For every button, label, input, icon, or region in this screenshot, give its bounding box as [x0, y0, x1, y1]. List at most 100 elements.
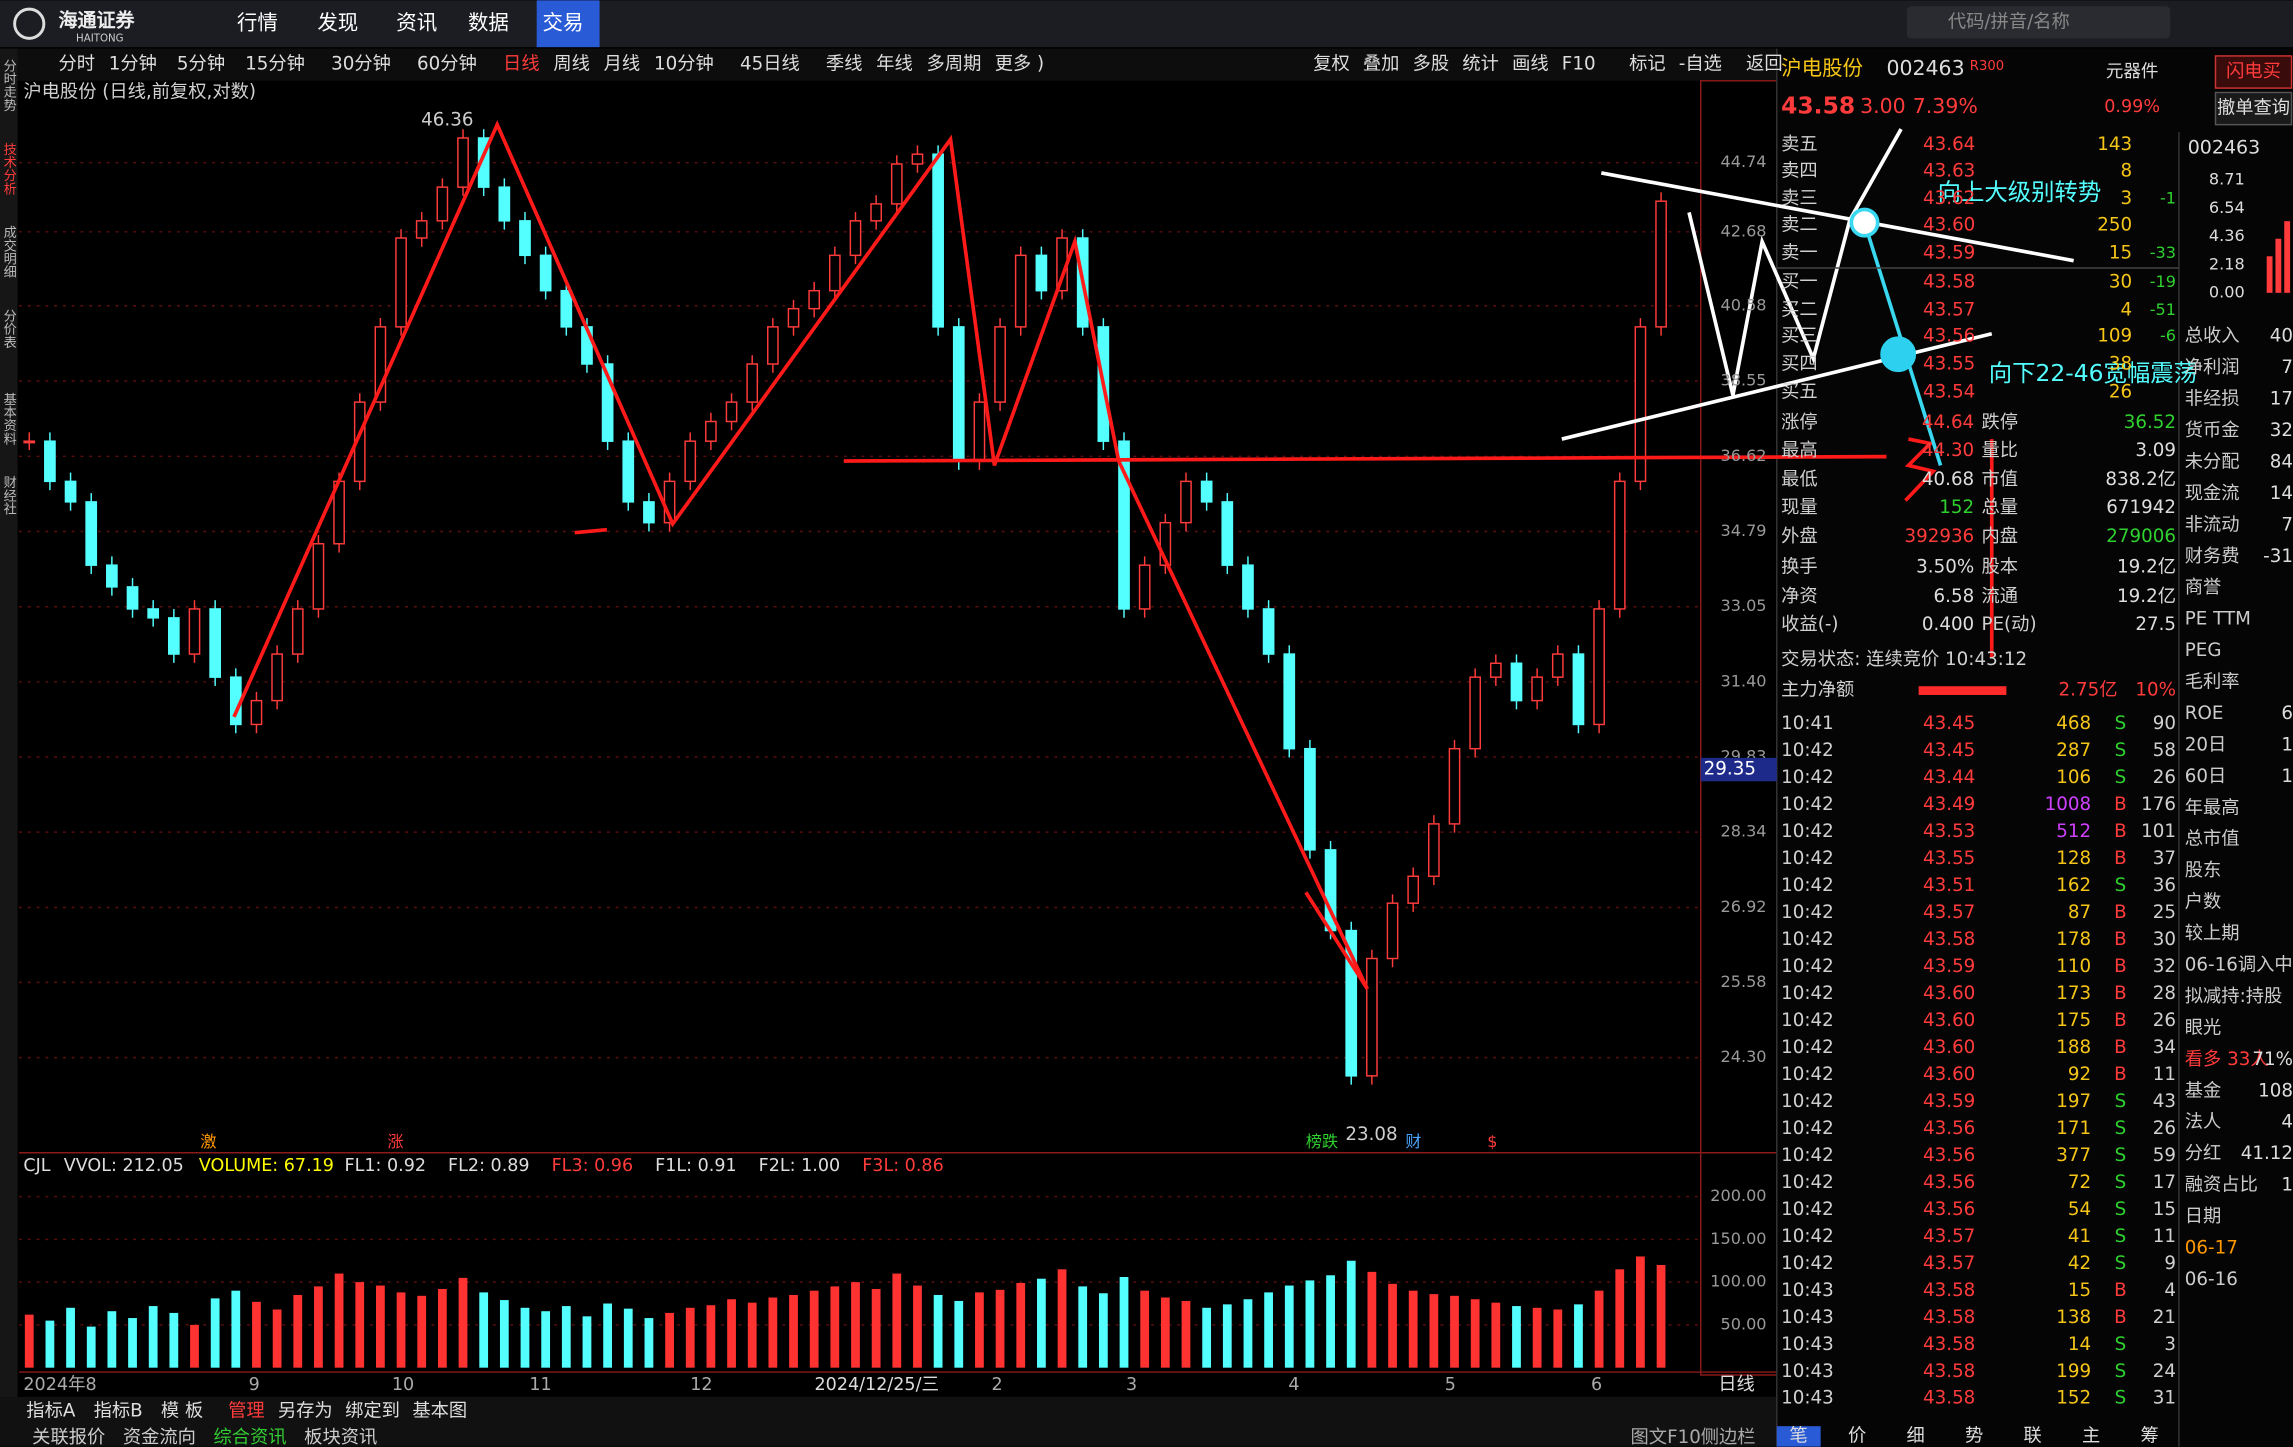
- info-tab[interactable]: 板块资讯: [304, 1427, 377, 1447]
- period-tab[interactable]: 30分钟: [331, 54, 391, 75]
- period-tab[interactable]: 分时: [58, 54, 95, 75]
- candle: [973, 401, 986, 462]
- detail-tab[interactable]: 细: [1907, 1425, 1925, 1446]
- candle: [1428, 823, 1440, 877]
- side-tab[interactable]: 分时走势: [1, 58, 17, 112]
- stock-code: 002463: [1886, 56, 1964, 80]
- indicator-tab[interactable]: 基本图: [412, 1401, 467, 1422]
- volume-bar: [499, 1300, 509, 1368]
- tool-button[interactable]: 返回: [1746, 54, 1783, 75]
- trade-price: 43.49: [1923, 794, 1975, 815]
- detail-tab[interactable]: 主: [2082, 1425, 2100, 1446]
- tool-button[interactable]: 复权: [1313, 54, 1350, 75]
- period-tab[interactable]: 日线: [503, 54, 540, 75]
- x-tick-label: 5: [1445, 1375, 1456, 1395]
- search-box[interactable]: [1906, 6, 2171, 39]
- indicator-tab[interactable]: 管理: [228, 1401, 265, 1422]
- candle: [23, 440, 36, 444]
- indicator-tab[interactable]: 指标B: [94, 1401, 143, 1422]
- volume-bar: [541, 1311, 551, 1368]
- indicator-tab[interactable]: 指标A: [26, 1401, 76, 1422]
- candle: [539, 254, 552, 292]
- period-tab[interactable]: 10分钟: [654, 54, 714, 75]
- period-tab[interactable]: 年线: [876, 54, 913, 75]
- side-tab[interactable]: 技术分析: [1, 142, 17, 195]
- volume-bar: [479, 1292, 489, 1368]
- info-tab[interactable]: 综合资讯: [214, 1427, 287, 1447]
- side-item: 拟减持:持股: [2185, 986, 2282, 1007]
- indicator-tab[interactable]: 另存为: [278, 1401, 333, 1422]
- candle: [1366, 957, 1378, 1077]
- volume-bar: [86, 1326, 96, 1368]
- candle: [1159, 521, 1172, 566]
- active-tab[interactable]: [536, 0, 600, 48]
- side-tab[interactable]: 基本资料: [1, 392, 17, 445]
- tool-button[interactable]: 画线: [1512, 54, 1549, 75]
- drawn-mark: [1304, 891, 1369, 990]
- period-tab[interactable]: 60分钟: [417, 54, 477, 75]
- indicator-tab[interactable]: 绑定到: [345, 1401, 400, 1422]
- trade-count: 26: [2153, 1010, 2176, 1031]
- book-price: 43.64: [1923, 134, 1975, 155]
- tool-button[interactable]: 统计: [1462, 54, 1499, 75]
- period-tab[interactable]: 更多 ): [995, 54, 1044, 75]
- event-marker: 榜跌: [1306, 1132, 1338, 1151]
- side-tab[interactable]: 财经社: [1, 475, 17, 515]
- button-bg[interactable]: [2214, 91, 2293, 126]
- cancel-button[interactable]: 撤单查询: [2217, 98, 2290, 119]
- period-tab[interactable]: 周线: [553, 54, 590, 75]
- stat-value: 671942: [2106, 497, 2176, 518]
- flash-buy-button[interactable]: 闪电买: [2226, 61, 2281, 82]
- period-tab[interactable]: 5分钟: [177, 54, 225, 75]
- period-tab[interactable]: 15分钟: [245, 54, 305, 75]
- nav-item[interactable]: 发现: [317, 11, 358, 35]
- detail-tab[interactable]: 价: [1848, 1425, 1866, 1446]
- trade-price: 43.58: [1923, 1388, 1975, 1409]
- tool-button[interactable]: 标记: [1629, 54, 1666, 75]
- trade-count: 58: [2153, 740, 2176, 761]
- nav-item[interactable]: 行情: [237, 11, 278, 35]
- period-tab[interactable]: 1分钟: [109, 54, 157, 75]
- period-tab[interactable]: 季线: [826, 54, 863, 75]
- trade-volume: 287: [2056, 740, 2091, 761]
- candle: [147, 608, 160, 619]
- detail-tab[interactable]: 联: [2024, 1425, 2042, 1446]
- f10-tab[interactable]: 图文F10: [1631, 1427, 1701, 1447]
- volume-bar: [1594, 1290, 1604, 1368]
- nav-item[interactable]: 交易: [543, 11, 584, 35]
- tool-button[interactable]: 多股: [1413, 54, 1450, 75]
- tool-button[interactable]: 叠加: [1363, 54, 1400, 75]
- trade-time: 10:42: [1781, 821, 1834, 842]
- period-tab[interactable]: 月线: [604, 54, 641, 75]
- nav-item[interactable]: 数据: [468, 11, 509, 35]
- side-item: 财务费: [2185, 546, 2240, 567]
- y-tick-label: 34.79: [1721, 521, 1767, 540]
- info-tab[interactable]: 资金流向: [123, 1427, 196, 1447]
- tool-button[interactable]: F10: [1562, 54, 1596, 75]
- detail-tab[interactable]: 筹: [2141, 1425, 2159, 1446]
- period-tab[interactable]: 多周期: [927, 54, 982, 75]
- low-label: 23.08: [1345, 1124, 1397, 1145]
- info-tab[interactable]: 关联报价: [32, 1427, 105, 1447]
- button-bg[interactable]: [2214, 55, 2293, 89]
- period-tab[interactable]: 45日线: [740, 54, 800, 75]
- trade-side: S: [2115, 767, 2127, 788]
- nav-item[interactable]: 资讯: [396, 11, 437, 35]
- indicator-tab[interactable]: 模 板: [161, 1401, 203, 1422]
- trade-time: 10:42: [1781, 1226, 1834, 1247]
- stat-label: 股本: [1982, 557, 2019, 578]
- trade-price: 43.51: [1923, 875, 1975, 896]
- candle: [767, 326, 779, 365]
- trade-price: 43.60: [1923, 1037, 1975, 1058]
- detail-tab[interactable]: 笔: [1790, 1425, 1808, 1446]
- trade-time: 10:43: [1781, 1361, 1834, 1382]
- detail-tab[interactable]: 势: [1965, 1425, 1983, 1446]
- side-tab-strip: [0, 48, 18, 1446]
- tool-button[interactable]: -自选: [1679, 54, 1722, 75]
- side-tab[interactable]: 成交明细: [1, 225, 17, 278]
- side-tab[interactable]: 分价表: [1, 308, 17, 348]
- trade-count: 11: [2153, 1226, 2176, 1247]
- active-subtab[interactable]: [1776, 1426, 1821, 1447]
- search-placeholder[interactable]: 代码/拼音/名称: [1948, 11, 2070, 32]
- sidebar-tab[interactable]: 侧边栏: [1701, 1427, 1756, 1447]
